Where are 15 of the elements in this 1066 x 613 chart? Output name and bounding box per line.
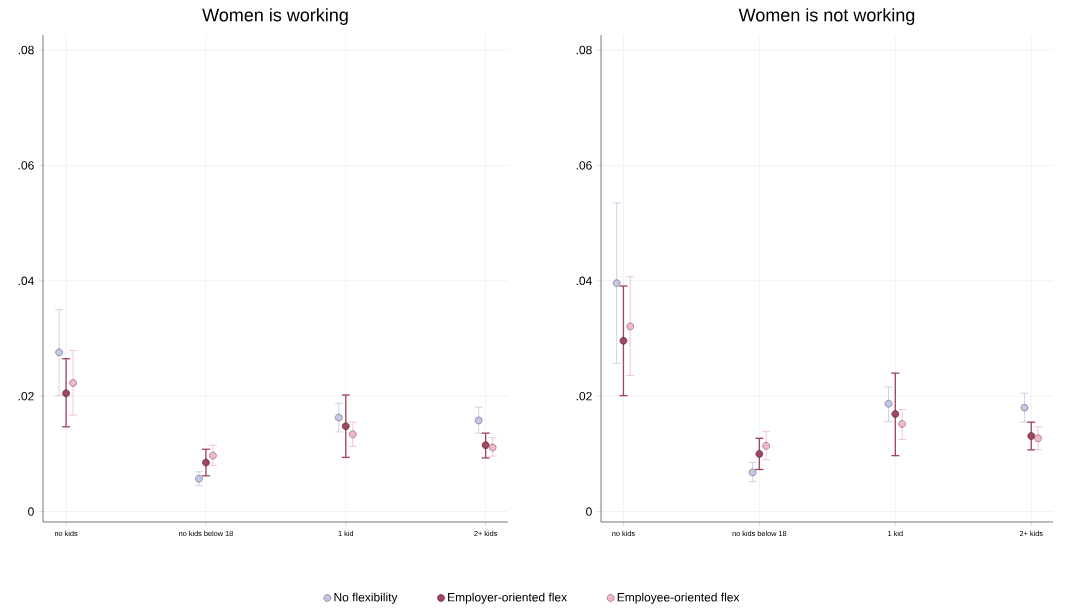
y-tick-label: .04 bbox=[18, 276, 34, 286]
y-tick-label: .02 bbox=[18, 391, 34, 401]
y-tick-label: .06 bbox=[576, 161, 592, 170]
legend-label: Employer-oriented flex bbox=[448, 592, 568, 604]
chart-title: Women is not working bbox=[738, 8, 915, 25]
y-tick-label: 0 bbox=[28, 507, 34, 516]
chart-title: Women is working bbox=[202, 8, 348, 25]
y-tick-label: 0 bbox=[586, 507, 592, 516]
y-tick-label: .08 bbox=[18, 45, 34, 55]
y-tick-label: .06 bbox=[18, 161, 34, 170]
y-tick-label: .08 bbox=[576, 45, 592, 55]
legend-label: No flexibility bbox=[334, 592, 398, 604]
y-tick-label: .04 bbox=[576, 276, 592, 286]
legend-label: Employee-oriented flex bbox=[617, 592, 740, 604]
y-tick-label: .02 bbox=[576, 391, 592, 401]
